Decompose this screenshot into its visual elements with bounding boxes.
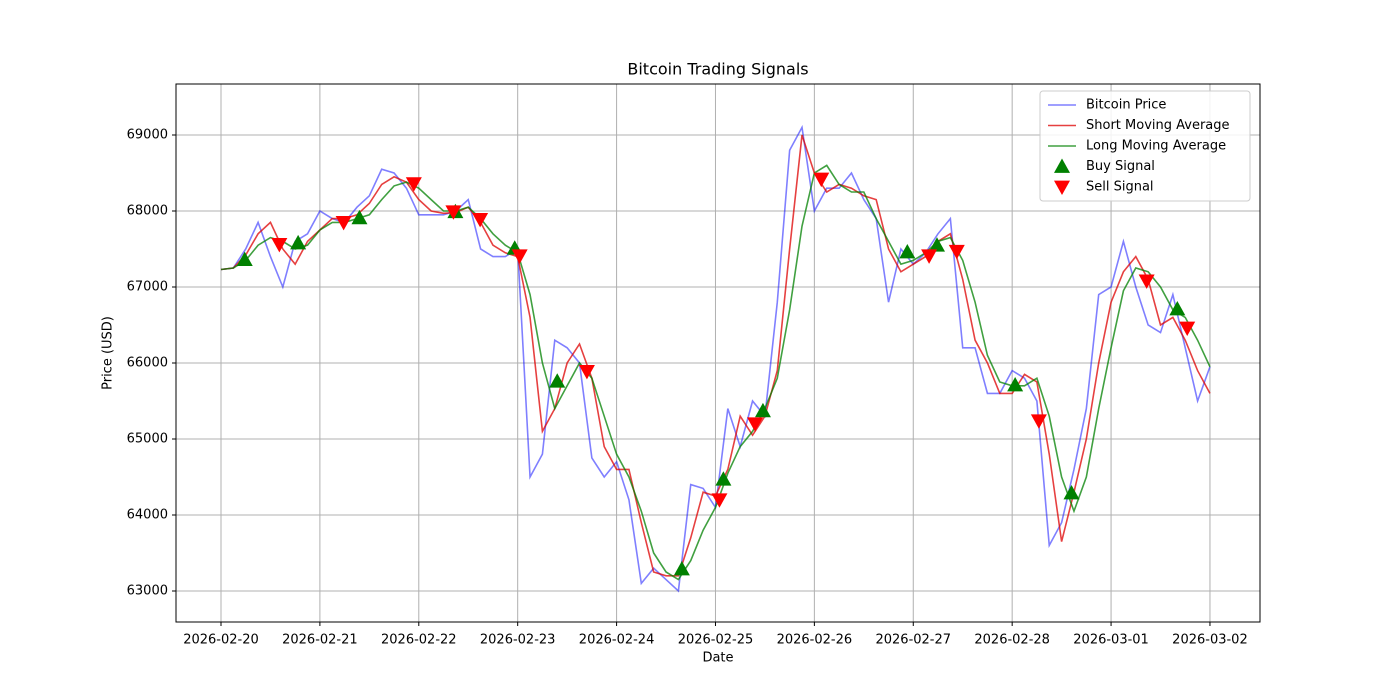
x-tick-label: 2026-02-26 [777,633,853,648]
legend-marker [1054,180,1070,195]
x-tick-label: 2026-02-21 [282,633,358,648]
signal-marker [290,234,307,250]
signal-marker [351,209,368,225]
price-line [220,164,1211,581]
signal-marker [813,172,830,188]
signal-marker [236,251,253,267]
legend-marker [1054,158,1070,173]
x-axis-label: Date [702,651,733,666]
axes-frame [175,83,1261,623]
y-tick-label: 64000 [127,507,168,522]
signal-marker [929,237,946,252]
x-tick-label: 2026-02-28 [974,633,1050,648]
signal-marker [445,205,462,220]
y-tick-label: 66000 [127,355,168,370]
signal-marker [578,364,595,380]
signal-marker [948,244,965,260]
legend-label: Long Moving Average [1086,139,1226,154]
legend-label: Sell Signal [1086,180,1154,195]
x-tick-label: 2026-03-02 [1172,633,1248,648]
legend: Bitcoin Price Short Moving Average Long Mo… [1039,90,1251,202]
x-tick-label: 2026-02-23 [480,633,556,648]
grid [176,84,1260,622]
signal-marker [711,493,728,508]
y-tick-label: 63000 [127,583,168,598]
signal-marker [754,402,771,418]
signal-marker [921,249,938,264]
signal-marker [1063,484,1080,500]
signal-marker [1030,414,1047,429]
chart-title: Bitcoin Trading Signals [627,60,808,79]
y-axis-label: Price (USD) [101,316,116,390]
legend-label: Short Moving Average [1086,118,1230,133]
y-tick-label: 68000 [127,203,168,218]
signal-marker [715,471,732,486]
x-tick-label: 2026-03-01 [1073,633,1149,648]
signal-marker [271,238,288,253]
legend-label: Buy Signal [1086,159,1155,174]
signal-marker [1179,321,1196,337]
signal-marker [747,417,764,432]
signal-marker [405,177,422,192]
plot-area [220,124,1211,593]
signal-marker [673,560,690,576]
y-tick-label: 65000 [127,431,168,446]
x-tick-label: 2026-02-27 [875,633,951,648]
legend-box [1039,90,1251,202]
ticks: 63000 64000 65000 66000 67000 68000 69000 2026-… [127,127,1248,647]
legend-label: Bitcoin Price [1086,98,1166,113]
signal-marker [335,215,352,231]
signal-marker [899,244,916,259]
signal-marker [1169,301,1186,316]
signal-marker [472,212,489,228]
y-tick-label: 69000 [127,127,168,142]
y-tick-label: 67000 [127,279,168,294]
x-tick-label: 2026-02-20 [183,633,259,648]
signal-marker [1138,274,1155,289]
signal-marker [1007,377,1024,392]
signal-marker [549,373,566,388]
x-tick-label: 2026-02-25 [678,633,754,648]
signal-marker [511,249,528,264]
x-tick-label: 2026-02-22 [381,633,457,648]
x-tick-label: 2026-02-24 [579,633,655,648]
